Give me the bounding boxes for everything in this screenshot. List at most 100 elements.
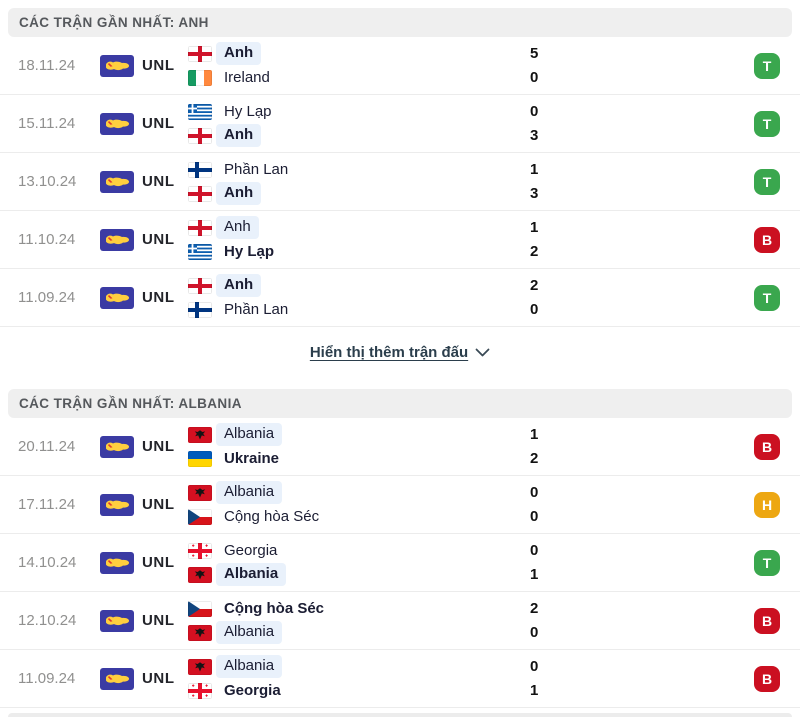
team-entry: Albania xyxy=(188,655,530,678)
team-score: 0 xyxy=(530,623,539,641)
competition: UNL xyxy=(100,286,188,309)
match-row[interactable]: 13.10.24 UNL Phần Lan Anh 1 3 T xyxy=(0,153,800,211)
team-score: 2 xyxy=(530,242,539,260)
unl-competition-icon xyxy=(100,435,134,458)
team-name: Georgia xyxy=(224,541,278,559)
result-badge: B xyxy=(754,226,780,253)
show-more-link[interactable]: Hiển thị thêm trận đấu xyxy=(310,344,490,361)
match-row[interactable]: 11.09.24 UNL Anh Phần Lan 2 0 T xyxy=(0,269,800,327)
result-column: B xyxy=(754,226,780,253)
team-name: Phần Lan xyxy=(224,160,289,178)
team-name: Albania xyxy=(216,481,283,504)
result-column: B xyxy=(754,433,780,460)
match-date: 11.09.24 xyxy=(18,670,76,687)
team-entry: Anh xyxy=(188,216,530,239)
match-row[interactable]: 18.11.24 UNL Anh Ireland 5 0 T xyxy=(0,37,800,95)
team-entry: Georgia xyxy=(188,540,530,562)
match-date: 11.09.24 xyxy=(18,289,76,306)
match-date: 15.11.24 xyxy=(18,115,76,132)
result-column: T xyxy=(754,110,780,137)
match-row[interactable]: 12.10.24 UNL Cộng hòa Séc Albania 2 0 B xyxy=(0,592,800,650)
flag-finland-icon xyxy=(188,301,224,318)
team-entry: Albania xyxy=(188,621,530,644)
team-name: Ukraine xyxy=(224,449,280,467)
chevron-down-icon xyxy=(475,348,490,357)
team-score: 1 xyxy=(530,681,539,699)
flag-georgia-icon xyxy=(188,682,224,699)
team-entry: Cộng hòa Séc xyxy=(188,598,530,620)
team-score: 0 xyxy=(530,102,539,120)
team-score: 1 xyxy=(530,218,539,236)
teams-column: Phần Lan Anh xyxy=(188,159,530,205)
result-badge: T xyxy=(754,168,780,195)
team-name: Ireland xyxy=(224,68,270,86)
match-row[interactable]: 17.11.24 UNL Albania Cộng hòa Séc 0 0 H xyxy=(0,476,800,534)
competition-label: UNL xyxy=(142,612,175,629)
unl-competition-icon xyxy=(100,54,134,77)
unl-competition-icon xyxy=(100,112,134,135)
match-row[interactable]: 11.10.24 UNL Anh Hy Lạp 1 2 B xyxy=(0,211,800,269)
section-header: CÁC TRẬN GẦN NHẤT: ANH xyxy=(8,8,792,37)
team-name: Albania xyxy=(216,621,283,644)
team-score: 2 xyxy=(530,599,539,617)
competition: UNL xyxy=(100,228,188,251)
flag-greece-icon xyxy=(188,103,224,120)
match-row[interactable]: 11.09.24 UNL Albania Georgia 0 1 B xyxy=(0,650,800,708)
team-name: Hy Lạp xyxy=(224,242,275,260)
competition-label: UNL xyxy=(142,57,175,74)
team-entry: Anh xyxy=(188,124,530,147)
team-name: Hy Lạp xyxy=(224,102,272,120)
competition: UNL xyxy=(100,54,188,77)
result-badge: T xyxy=(754,284,780,311)
team-entry: Albania xyxy=(188,563,530,586)
flag-finland-icon xyxy=(188,161,224,178)
competition-label: UNL xyxy=(142,115,175,132)
teams-column: Anh Phần Lan xyxy=(188,274,530,321)
next-section-strip xyxy=(8,713,792,717)
teams-column: Albania Georgia xyxy=(188,655,530,702)
team-name: Anh xyxy=(216,42,262,65)
team-entry: Albania xyxy=(188,423,530,446)
team-entry: Cộng hòa Séc xyxy=(188,506,530,528)
match-date: 12.10.24 xyxy=(18,612,77,629)
competition: UNL xyxy=(100,112,188,135)
result-column: B xyxy=(754,607,780,634)
team-entry: Hy Lạp xyxy=(188,241,530,263)
team-name: Anh xyxy=(216,216,259,239)
flag-czech-icon xyxy=(188,508,224,525)
match-row[interactable]: 20.11.24 UNL Albania Ukraine 1 2 B xyxy=(0,418,800,476)
result-badge: B xyxy=(754,607,780,634)
match-row[interactable]: 14.10.24 UNL Georgia Albania 0 1 T xyxy=(0,534,800,592)
team-name: Albania xyxy=(216,423,283,446)
result-badge: T xyxy=(754,110,780,137)
team-entry: Ireland xyxy=(188,67,530,89)
competition-label: UNL xyxy=(142,231,175,248)
match-date: 17.11.24 xyxy=(18,496,76,513)
show-more-row: Hiển thị thêm trận đấu xyxy=(0,327,800,377)
teams-column: Hy Lạp Anh xyxy=(188,101,530,147)
competition-label: UNL xyxy=(142,496,175,513)
team-entry: Anh xyxy=(188,42,530,65)
flag-albania-icon xyxy=(188,426,224,443)
team-name: Cộng hòa Séc xyxy=(224,507,320,525)
flag-albania-icon xyxy=(188,566,224,583)
match-date: 18.11.24 xyxy=(18,57,76,74)
team-score: 2 xyxy=(530,276,539,294)
show-more-label: Hiển thị thêm trận đấu xyxy=(309,343,469,361)
competition: UNL xyxy=(100,609,188,632)
team-name: Albania xyxy=(216,563,287,586)
team-score: 0 xyxy=(530,483,539,501)
flag-albania-icon xyxy=(188,658,224,675)
flag-albania-icon xyxy=(188,624,224,641)
unl-competition-icon xyxy=(100,609,134,632)
team-name: Cộng hòa Séc xyxy=(224,599,325,617)
match-row[interactable]: 15.11.24 UNL Hy Lạp Anh 0 3 T xyxy=(0,95,800,153)
flag-czech-icon xyxy=(188,600,224,617)
teams-column: Anh Hy Lạp xyxy=(188,216,530,263)
team-score: 5 xyxy=(530,44,539,62)
